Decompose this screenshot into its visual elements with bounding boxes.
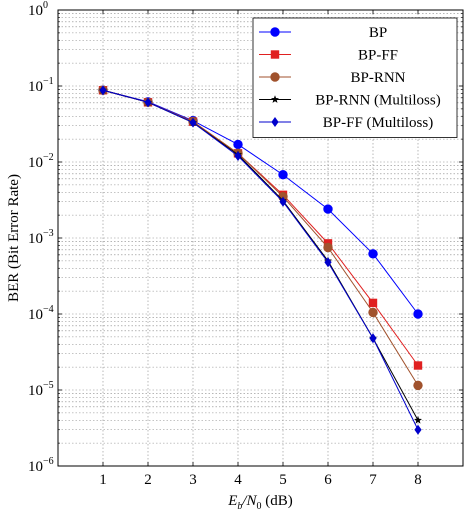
y-tick-label: 10−5 <box>28 380 54 399</box>
data-point <box>324 257 332 268</box>
x-tick-label: 6 <box>324 472 332 488</box>
legend-marker <box>270 72 280 82</box>
data-point <box>413 380 423 391</box>
data-point <box>233 139 243 150</box>
legend-marker <box>270 27 280 37</box>
y-axis-label: BER (Bit Error Rate) <box>6 174 22 302</box>
data-point <box>144 97 152 108</box>
x-tick-label: 2 <box>144 472 152 488</box>
y-tick-label: 100 <box>28 0 48 19</box>
data-point <box>99 85 107 96</box>
data-point <box>414 416 422 424</box>
legend-label: BP-RNN (Multiloss) <box>315 93 440 109</box>
data-point <box>368 298 378 308</box>
data-point <box>414 424 422 435</box>
x-label-mid: /N <box>241 493 257 509</box>
x-tick-label: 1 <box>99 472 107 488</box>
data-point <box>234 150 242 161</box>
data-point <box>323 242 333 253</box>
legend-marker <box>270 50 280 59</box>
data-point <box>413 309 423 319</box>
data-point <box>323 204 333 214</box>
y-tick-label: 10−3 <box>28 228 54 247</box>
series-line <box>102 89 419 315</box>
legend-marker <box>271 95 279 103</box>
series-line <box>102 89 419 430</box>
legend-label: BP-FF (Multiloss) <box>323 115 433 131</box>
legend-box <box>252 17 458 138</box>
legend: BP BP-FF BP-RNN BP-RNN (Multiloss) BP-FF (Mu… <box>252 17 458 138</box>
grid <box>58 10 463 467</box>
data-point <box>278 170 288 180</box>
series-layer <box>98 85 423 435</box>
data-point <box>413 361 423 370</box>
series-4 <box>99 85 422 435</box>
data-point <box>189 117 197 128</box>
y-tick-label: 10−4 <box>28 304 54 323</box>
x-tick-label: 5 <box>279 472 287 488</box>
data-point <box>369 333 377 344</box>
legend-label: BP <box>369 25 387 41</box>
y-tick-label: 10−2 <box>28 152 54 171</box>
legend-label: BP-FF <box>358 48 398 64</box>
x-tick-label: 8 <box>414 472 422 488</box>
x-label-tail: (dB) <box>262 493 293 509</box>
y-tick-label: 10−1 <box>28 76 54 95</box>
legend-marker <box>271 117 279 127</box>
x-tick-label: 7 <box>369 472 377 488</box>
data-point <box>368 249 378 259</box>
data-point <box>279 196 287 207</box>
axis-ticks: 1 2 3 4 5 6 7 8 100 10−1 10−2 10−3 10−4 10−5 10−6 <box>28 0 463 488</box>
x-label-main: E <box>227 493 237 509</box>
x-tick-label: 3 <box>189 472 197 488</box>
legend-label: BP-RNN <box>350 70 405 86</box>
x-label-sub2: 0 <box>257 501 262 512</box>
data-point <box>368 307 378 318</box>
y-tick-label: 10−6 <box>28 456 54 475</box>
x-axis-label: Eb/N0 (dB) <box>227 493 293 512</box>
x-tick-label: 4 <box>234 472 242 488</box>
x-label-sub1: b <box>237 501 242 512</box>
